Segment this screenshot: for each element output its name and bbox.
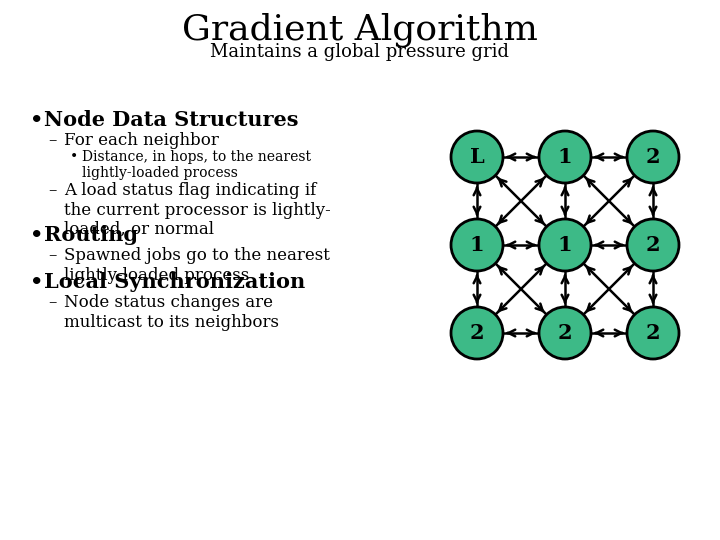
Text: For each neighbor: For each neighbor <box>64 132 219 149</box>
Text: •: • <box>30 225 43 245</box>
Circle shape <box>451 219 503 271</box>
Text: 2: 2 <box>469 323 485 343</box>
Text: •: • <box>30 272 43 292</box>
Text: Local Synchronization: Local Synchronization <box>44 272 305 292</box>
Text: 2: 2 <box>558 323 572 343</box>
Text: 2: 2 <box>646 147 660 167</box>
Text: 1: 1 <box>558 147 572 167</box>
Text: –: – <box>48 247 56 264</box>
Circle shape <box>539 131 591 183</box>
Text: –: – <box>48 182 56 199</box>
Text: Maintains a global pressure grid: Maintains a global pressure grid <box>210 43 510 61</box>
Circle shape <box>539 307 591 359</box>
Text: 1: 1 <box>558 235 572 255</box>
Text: Node status changes are
multicast to its neighbors: Node status changes are multicast to its… <box>64 294 279 330</box>
Circle shape <box>627 307 679 359</box>
Circle shape <box>451 307 503 359</box>
Text: Gradient Algorithm: Gradient Algorithm <box>182 13 538 47</box>
Circle shape <box>627 131 679 183</box>
Circle shape <box>627 219 679 271</box>
Text: 2: 2 <box>646 235 660 255</box>
Text: –: – <box>48 294 56 311</box>
Text: •: • <box>30 110 43 130</box>
Text: Distance, in hops, to the nearest
lightly-loaded process: Distance, in hops, to the nearest lightl… <box>82 150 311 180</box>
Circle shape <box>451 131 503 183</box>
Text: –: – <box>48 132 56 149</box>
Text: Routing: Routing <box>44 225 138 245</box>
Circle shape <box>539 219 591 271</box>
Text: Node Data Structures: Node Data Structures <box>44 110 299 130</box>
Text: 2: 2 <box>646 323 660 343</box>
Text: 1: 1 <box>469 235 485 255</box>
Text: Spawned jobs go to the nearest
lightly-loaded process: Spawned jobs go to the nearest lightly-l… <box>64 247 330 284</box>
Text: •: • <box>70 150 78 164</box>
Text: A load status flag indicating if
the current processor is lightly-
loaded, or no: A load status flag indicating if the cur… <box>64 182 330 238</box>
Text: L: L <box>469 147 485 167</box>
